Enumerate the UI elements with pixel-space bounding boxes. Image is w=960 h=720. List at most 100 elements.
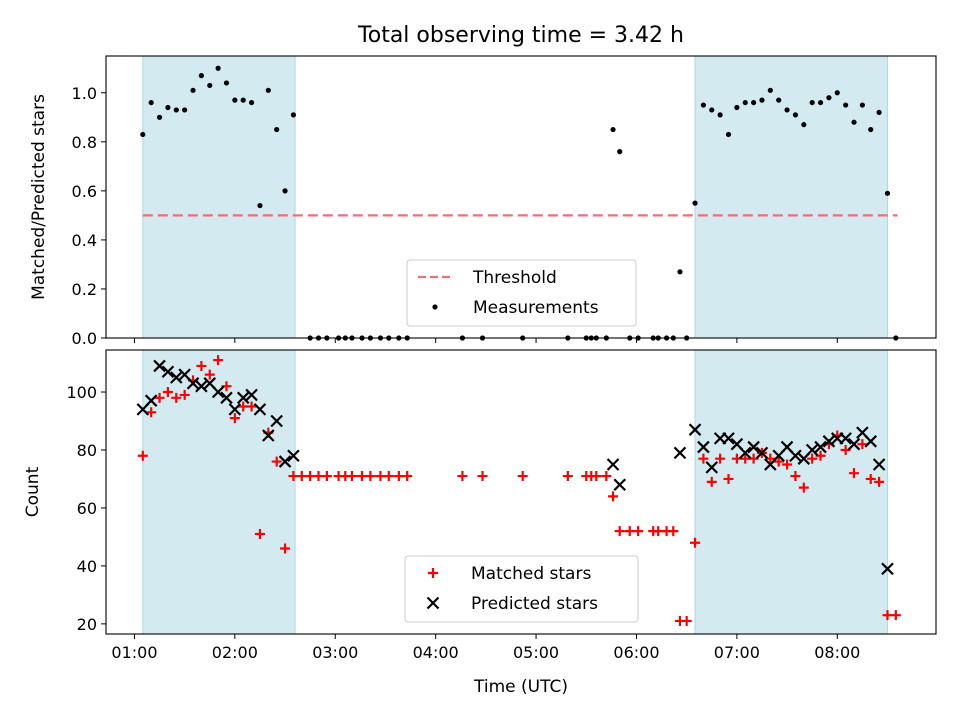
measurement-point [274,126,280,133]
measurement-point [232,97,238,103]
measurement-point [801,122,807,128]
measurement-point [156,114,163,120]
matched-star-point [383,471,394,482]
predicted-star-point [278,455,292,468]
chart-title: Total observing time = 3.42 h [357,23,684,48]
legend-label: Threshold [472,268,557,288]
measurement-point [843,102,849,108]
matched-star-point [857,439,868,450]
matched-star-point [254,529,265,540]
measurement-point [677,269,683,275]
matched-star-point [288,471,299,482]
predicted-star-point [211,385,225,399]
predicted-star-point [738,446,752,460]
predicted-star-point [195,379,208,393]
axes-frame [105,55,937,339]
y-tick-label: 40 [77,557,97,576]
matched-star-point [715,453,726,464]
measurement-point [868,126,874,133]
matched-star-point [614,526,625,537]
matched-star-point [296,471,307,482]
matched-star-point [668,526,679,537]
predicted-star-point [872,458,886,471]
matched-star-point [865,473,876,484]
legend-label: Predicted stars [471,594,598,614]
matched-star-point [477,471,488,482]
matched-star-point [196,360,207,371]
predicted-star-point [262,429,275,442]
matched-star-point [346,471,357,482]
predicted-star-point [847,437,861,451]
measurement-point [725,131,732,138]
predicted-star-point [161,365,175,379]
measurement-point [734,104,740,111]
matched-star-point [517,471,528,482]
matched-star-point [849,468,860,479]
predicted-star-point [245,388,258,402]
matched-star-point [280,543,291,554]
predicted-star-point [606,458,620,471]
predicted-star-point [228,403,242,416]
predicted-star-point [822,435,836,448]
predicted-star-point [170,371,183,384]
matched-star-point [213,355,224,366]
measurement-point [215,65,221,71]
matched-star-point [179,389,190,400]
x-axis-label: Time (UTC) [473,677,568,697]
matched-star-point [154,392,165,403]
matched-star-point [723,473,734,484]
top-panel-ratio: 0.0 0.2 0.4 0.6 0.8 1.0 Matched/Predicted star… [29,55,937,348]
y-tick-label: 0.0 [72,329,97,348]
matched-star-point [601,471,612,482]
y-tick-label: 80 [77,441,97,460]
matched-star-point [204,369,215,380]
matched-star-point [402,471,413,482]
measurement-point [148,99,154,106]
predicted-star-point [747,440,760,454]
predicted-star-point [153,359,166,373]
y-tick-label: 20 [77,615,97,634]
matched-star-point [562,471,573,482]
x-tick-label: 07:00 [714,643,760,662]
measurement-point [198,73,204,79]
matched-star-point [790,471,801,482]
measurement-point [717,112,723,118]
predicted-star-point [253,403,267,416]
matched-star-point [271,456,282,467]
y-tick-label: 100 [66,383,97,402]
x-tick-label: 05:00 [513,643,559,662]
matched-star-point [365,471,376,482]
matched-star-point [681,615,692,626]
matched-star-point [653,526,664,537]
legend: Threshold Measurements [406,259,637,327]
matched-star-point [798,482,809,493]
matched-star-point [690,537,701,548]
x-tick-label: 02:00 [212,643,258,662]
measurement-point [207,82,213,89]
predicted-star-point [705,461,719,474]
measurement-point [784,107,790,113]
y-axis-label: Matched/Predicted stars [29,94,49,300]
matched-star-point [624,526,635,537]
predicted-star-point [613,478,627,492]
predicted-star-point [673,446,687,460]
matched-star-point [890,610,901,621]
measurement-point [876,109,882,115]
matched-star-point [246,401,257,412]
measurement-point [817,99,824,106]
predicted-star-point [186,377,200,390]
measurement-point [776,97,782,103]
matched-star-point [229,413,240,424]
measurement-point [140,131,146,138]
predicted-star-point [881,562,894,576]
measurement-point [759,97,765,103]
measurement-point [282,188,288,194]
matched-star-point [706,476,717,487]
measurement-point [257,202,263,209]
measurement-point [767,87,773,93]
y-tick-label: 0.4 [72,231,97,250]
matched-star-point [874,476,885,487]
measurement-point [610,126,616,133]
y-axis-label: Count [23,466,43,517]
